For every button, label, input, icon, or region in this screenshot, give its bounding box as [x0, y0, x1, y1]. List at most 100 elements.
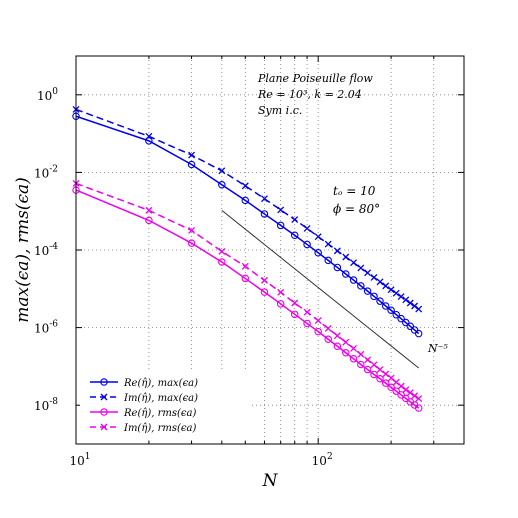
data-point	[314, 317, 322, 325]
data-point	[145, 137, 153, 145]
series-group	[72, 105, 423, 412]
data-point	[387, 286, 395, 294]
legend-item: Re(η̂), rms(ϵa)	[90, 408, 196, 419]
data-point	[333, 247, 341, 255]
legend-marker	[100, 408, 108, 416]
data-point	[303, 224, 311, 232]
data-point	[260, 276, 268, 284]
legend-item: Re(η̂), max(ϵa)	[90, 378, 198, 389]
data-point	[392, 378, 400, 386]
data-point	[324, 256, 332, 265]
data-point	[303, 240, 311, 249]
data-point	[314, 327, 322, 336]
series-1	[72, 112, 423, 338]
data-point	[357, 360, 365, 369]
data-point	[387, 306, 395, 315]
data-point	[376, 366, 384, 373]
y-tick-label: 100	[37, 87, 58, 103]
data-point	[241, 196, 250, 205]
data-point	[370, 361, 378, 369]
y-tick-label: 10-4	[34, 242, 58, 258]
data-point	[392, 310, 400, 319]
annotation-param-line2: ϕ = 80°	[333, 202, 380, 216]
axis-ticks: 101 102 10-8 10-6 10-4 10-2 100	[34, 56, 464, 468]
data-point	[364, 356, 372, 364]
data-point	[276, 221, 285, 230]
data-point	[260, 288, 269, 296]
legend-label: Im(η̂), max(ϵa)	[123, 393, 198, 404]
data-point	[188, 151, 196, 159]
data-point	[406, 299, 414, 307]
data-point	[402, 296, 410, 304]
data-point	[276, 300, 285, 308]
data-point	[415, 395, 423, 403]
reference-slope-line	[221, 209, 420, 369]
data-point	[350, 344, 358, 352]
data-point	[397, 293, 405, 301]
data-point	[349, 355, 358, 363]
data-point	[291, 299, 299, 307]
data-point	[218, 247, 226, 255]
data-point	[342, 348, 350, 357]
data-point	[381, 379, 390, 387]
data-point	[402, 386, 410, 394]
x-axis-label: N	[262, 471, 279, 491]
data-point	[241, 274, 250, 283]
data-point	[376, 375, 384, 383]
slope-label: N⁻⁵	[427, 342, 448, 355]
data-point	[382, 370, 390, 378]
data-point	[145, 216, 153, 225]
data-point	[382, 282, 390, 290]
y-tick-label: 10-6	[34, 320, 58, 336]
legend-label: Re(η̂), max(ϵa)	[123, 378, 198, 389]
data-point	[291, 216, 299, 223]
series-2	[72, 105, 423, 313]
legend-marker	[100, 393, 108, 401]
data-point	[260, 210, 269, 218]
data-point	[392, 289, 400, 297]
series-4	[72, 179, 423, 403]
grid	[76, 56, 464, 444]
data-point	[290, 310, 299, 319]
annotation-title-line3: Sym i.c.	[258, 104, 302, 117]
series-line	[75, 115, 420, 335]
data-point	[333, 263, 342, 272]
y-tick-label: 10-8	[34, 397, 58, 413]
y-tick-label: 10-2	[34, 164, 58, 180]
data-point	[333, 332, 341, 340]
data-point	[241, 182, 249, 190]
data-point	[410, 326, 419, 334]
data-point	[303, 319, 311, 328]
annotation-param-line1: tₒ = 10	[333, 184, 376, 198]
data-point	[357, 282, 365, 290]
data-point	[277, 206, 285, 214]
data-point	[415, 305, 423, 313]
data-point	[370, 274, 378, 281]
data-point	[350, 259, 358, 267]
data-point	[187, 239, 196, 247]
data-point	[414, 404, 423, 412]
legend: Re(η̂), max(ϵa) Im(η̂), max(ϵa) Re(η̂), rm…	[80, 370, 250, 438]
data-point	[145, 132, 153, 140]
data-point	[342, 270, 350, 278]
data-point	[218, 167, 226, 175]
legend-marker	[100, 378, 108, 386]
data-point	[314, 233, 322, 241]
series-line	[75, 189, 420, 409]
legend-label: Im(η̂), rms(ϵa)	[123, 423, 196, 434]
data-point	[260, 195, 268, 203]
data-point	[363, 365, 372, 374]
data-point	[370, 292, 378, 301]
data-point	[392, 387, 400, 395]
data-point	[397, 382, 405, 390]
data-point	[314, 248, 322, 257]
annotation-title-line2: Re = 10³, k = 2.04	[257, 88, 362, 101]
data-point	[342, 253, 350, 261]
data-point	[387, 374, 395, 382]
plot-frame	[75, 55, 465, 445]
data-point	[411, 302, 419, 310]
data-point	[406, 322, 415, 331]
data-point	[349, 276, 358, 284]
legend-label: Re(η̂), rms(ϵa)	[123, 408, 196, 419]
